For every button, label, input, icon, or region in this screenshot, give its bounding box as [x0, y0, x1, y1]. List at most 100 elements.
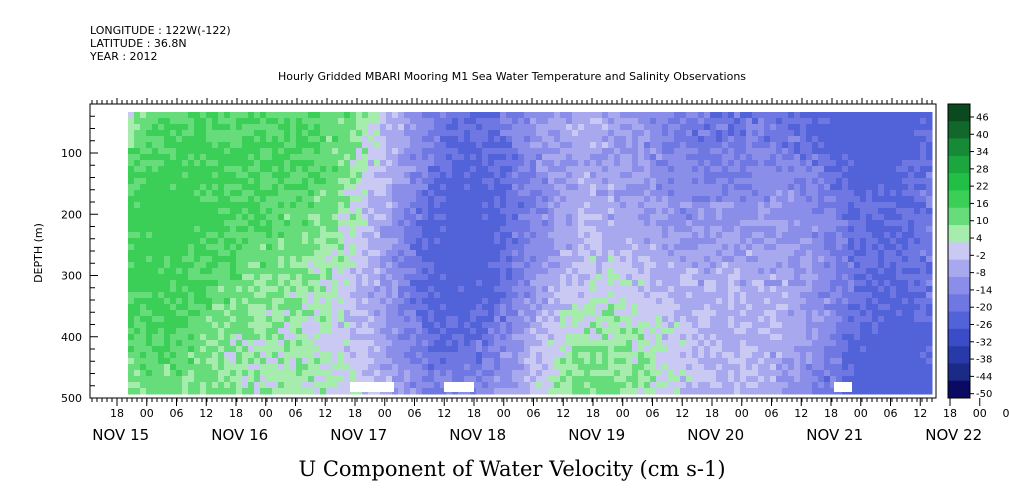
heatmap-cell — [446, 334, 453, 341]
heatmap-cell — [728, 226, 735, 233]
heatmap-cell — [290, 166, 297, 173]
heatmap-cell — [170, 244, 177, 251]
heatmap-cell — [278, 286, 285, 293]
heatmap-cell — [260, 214, 267, 221]
heatmap-cell — [176, 388, 183, 395]
heatmap-cell — [734, 250, 741, 257]
heatmap-cell — [506, 328, 513, 335]
heatmap-cell — [470, 202, 477, 209]
heatmap-cell — [368, 220, 375, 227]
heatmap-cell — [338, 310, 345, 317]
heatmap-cell — [434, 202, 441, 209]
heatmap-cell — [266, 382, 273, 389]
heatmap-cell — [182, 190, 189, 197]
heatmap-cell — [716, 226, 723, 233]
heatmap-cell — [638, 112, 645, 119]
heatmap-cell — [506, 112, 513, 119]
heatmap-cell — [230, 250, 237, 257]
heatmap-cell — [614, 124, 621, 131]
heatmap-cell — [428, 226, 435, 233]
heatmap-cell — [758, 346, 765, 353]
heatmap-cell — [266, 124, 273, 131]
heatmap-cell — [314, 268, 321, 275]
heatmap-cell — [152, 172, 159, 179]
heatmap-cell — [602, 346, 609, 353]
heatmap-cell — [452, 370, 459, 377]
heatmap-cell — [290, 244, 297, 251]
heatmap-cell — [662, 166, 669, 173]
heatmap-cell — [758, 298, 765, 305]
heatmap-cell — [224, 142, 231, 149]
heatmap-cell — [548, 214, 555, 221]
heatmap-cell — [728, 304, 735, 311]
heatmap-cell — [524, 226, 531, 233]
heatmap-cell — [140, 298, 147, 305]
heatmap-cell — [350, 208, 357, 215]
heatmap-cell — [668, 268, 675, 275]
heatmap-cell — [632, 124, 639, 131]
heatmap-cell — [458, 196, 465, 203]
heatmap-cell — [698, 322, 705, 329]
heatmap-cell — [404, 280, 411, 287]
heatmap-cell — [254, 238, 261, 245]
heatmap-cell — [392, 172, 399, 179]
heatmap-cell — [638, 334, 645, 341]
heatmap-cell — [320, 268, 327, 275]
heatmap-cell — [254, 154, 261, 161]
heatmap-cell — [464, 202, 471, 209]
heatmap-cell — [398, 202, 405, 209]
heatmap-cell — [620, 250, 627, 257]
heatmap-cell — [164, 172, 171, 179]
heatmap-cell — [326, 232, 333, 239]
heatmap-cell — [350, 364, 357, 371]
heatmap-cell — [698, 364, 705, 371]
heatmap-cell — [602, 256, 609, 263]
heatmap-cell — [428, 124, 435, 131]
heatmap-cell — [326, 214, 333, 221]
heatmap-cell — [338, 268, 345, 275]
heatmap-cell — [128, 340, 135, 347]
heatmap-cell — [734, 196, 741, 203]
heatmap-cell — [170, 268, 177, 275]
heatmap-cell — [590, 220, 597, 227]
heatmap-cell — [464, 190, 471, 197]
heatmap-cell — [434, 292, 441, 299]
heatmap-cell — [140, 352, 147, 359]
heatmap-cell — [428, 334, 435, 341]
heatmap-cell — [170, 220, 177, 227]
heatmap-cell — [362, 310, 369, 317]
heatmap-cell — [338, 262, 345, 269]
heatmap-cell — [488, 154, 495, 161]
heatmap-cell — [698, 358, 705, 365]
heatmap-cell — [488, 316, 495, 323]
heatmap-cell — [398, 184, 405, 191]
heatmap-cell — [422, 154, 429, 161]
heatmap-cell — [380, 310, 387, 317]
heatmap-cell — [332, 388, 339, 395]
heatmap-cell — [524, 388, 531, 395]
heatmap-cell — [212, 376, 219, 383]
heatmap-cell — [302, 154, 309, 161]
heatmap-cell — [446, 364, 453, 371]
heatmap-cell — [710, 172, 717, 179]
heatmap-cell — [440, 388, 447, 395]
heatmap-cell — [188, 334, 195, 341]
heatmap-cell — [518, 154, 525, 161]
heatmap-cell — [428, 292, 435, 299]
heatmap-cell — [128, 124, 135, 131]
heatmap-cell — [500, 388, 507, 395]
heatmap-cell — [614, 160, 621, 167]
heatmap-cell — [734, 358, 741, 365]
heatmap-cell — [308, 238, 315, 245]
heatmap-cell — [692, 310, 699, 317]
heatmap-cell — [722, 112, 729, 119]
heatmap-cell — [134, 280, 141, 287]
heatmap-cell — [734, 292, 741, 299]
heatmap-cell — [590, 304, 597, 311]
heatmap-cell — [548, 136, 555, 143]
heatmap-cell — [314, 280, 321, 287]
heatmap-cell — [740, 112, 747, 119]
heatmap-cell — [578, 166, 585, 173]
heatmap-cell — [740, 358, 747, 365]
heatmap-cell — [488, 280, 495, 287]
